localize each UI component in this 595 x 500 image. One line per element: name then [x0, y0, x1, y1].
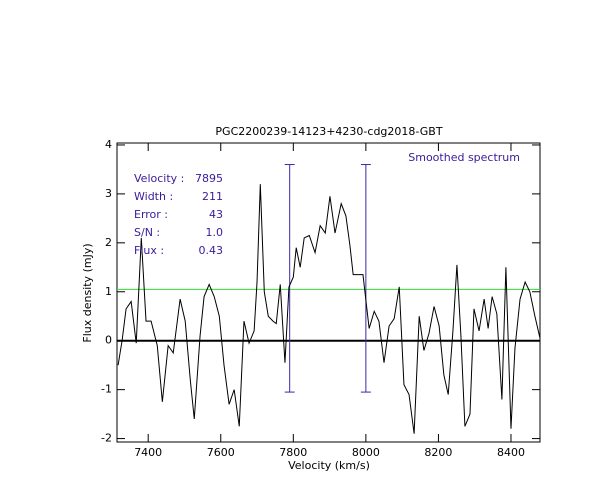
y-tick-label: 2 — [105, 236, 112, 249]
x-tick-label: 8400 — [497, 446, 525, 459]
stat-label: Velocity : — [134, 172, 184, 185]
plot-frame — [116, 142, 541, 443]
chart-title: PGC2200239-14123+4230-cdg2018-GBT — [215, 125, 442, 138]
stat-label: Flux : — [134, 244, 164, 257]
y-axis-label: Flux density (mJy) — [81, 243, 94, 342]
stat-value: 0.43 — [199, 244, 224, 257]
stat-label: S/N : — [134, 226, 160, 239]
y-tick-label: 1 — [105, 285, 112, 298]
y-tick-label: 3 — [105, 187, 112, 200]
stat-label: Error : — [134, 208, 168, 221]
x-axis-label: Velocity (km/s) — [288, 459, 370, 472]
x-tick-label: 7600 — [207, 446, 235, 459]
annotation: Smoothed spectrum — [408, 151, 520, 164]
stat-value: 43 — [209, 208, 223, 221]
stat-label: Width : — [134, 190, 173, 203]
stat-value: 211 — [202, 190, 223, 203]
x-tick-label: 7800 — [279, 446, 307, 459]
y-tick-label: -1 — [101, 383, 112, 396]
x-tick-label: 8200 — [424, 446, 452, 459]
spectrum-line — [117, 184, 541, 434]
stat-value: 7895 — [195, 172, 223, 185]
y-tick-label: -2 — [101, 432, 112, 445]
y-tick-label: 0 — [105, 334, 112, 347]
stat-value: 1.0 — [206, 226, 224, 239]
x-tick-label: 7400 — [134, 446, 162, 459]
x-tick-label: 8000 — [352, 446, 380, 459]
y-tick-label: 4 — [105, 138, 112, 151]
